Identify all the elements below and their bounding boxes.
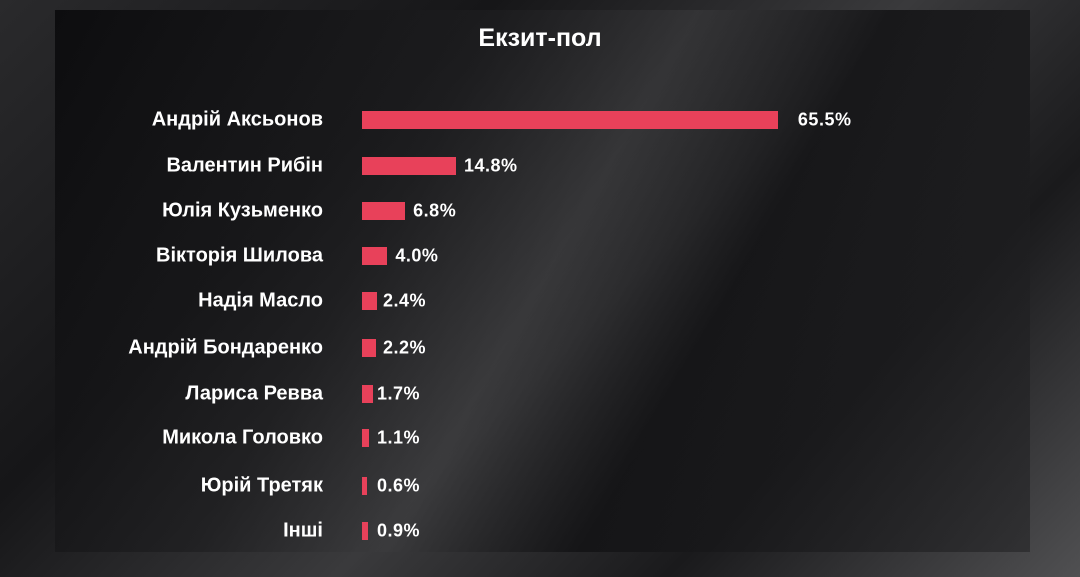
bar <box>362 111 778 129</box>
bar <box>362 477 367 495</box>
category-label: Юлія Кузьменко <box>162 199 323 222</box>
bar <box>362 522 368 540</box>
bar <box>362 385 373 403</box>
bar <box>362 339 376 357</box>
value-label: 2.4% <box>383 290 427 311</box>
category-label: Андрій Бондаренко <box>128 336 323 359</box>
category-label: Юрій Третяк <box>200 474 323 497</box>
bar <box>362 247 388 265</box>
chart-panel <box>55 10 1030 552</box>
value-label: 14.8% <box>463 155 518 176</box>
category-label: Валентин Рибін <box>166 154 323 177</box>
category-label: Вікторія Шилова <box>156 244 323 267</box>
category-label: Лариса Ревва <box>185 382 323 405</box>
value-label: 1.1% <box>377 427 421 448</box>
value-label: 0.6% <box>377 475 421 496</box>
category-label: Надія Масло <box>198 289 323 312</box>
value-label: 2.2% <box>383 337 427 358</box>
bar <box>362 429 369 447</box>
category-label: Андрій Аксьонов <box>151 108 323 131</box>
bar <box>362 157 456 175</box>
bar <box>362 292 378 310</box>
bar <box>362 202 406 220</box>
category-label: Микола Головко <box>162 426 323 449</box>
chart-title: Екзит-пол <box>478 24 602 52</box>
value-label: 65.5% <box>797 109 852 130</box>
value-label: 1.7% <box>377 383 421 404</box>
value-label: 4.0% <box>395 245 439 266</box>
value-label: 6.8% <box>413 200 457 221</box>
category-label: Інші <box>283 519 323 542</box>
value-label: 0.9% <box>377 520 421 541</box>
